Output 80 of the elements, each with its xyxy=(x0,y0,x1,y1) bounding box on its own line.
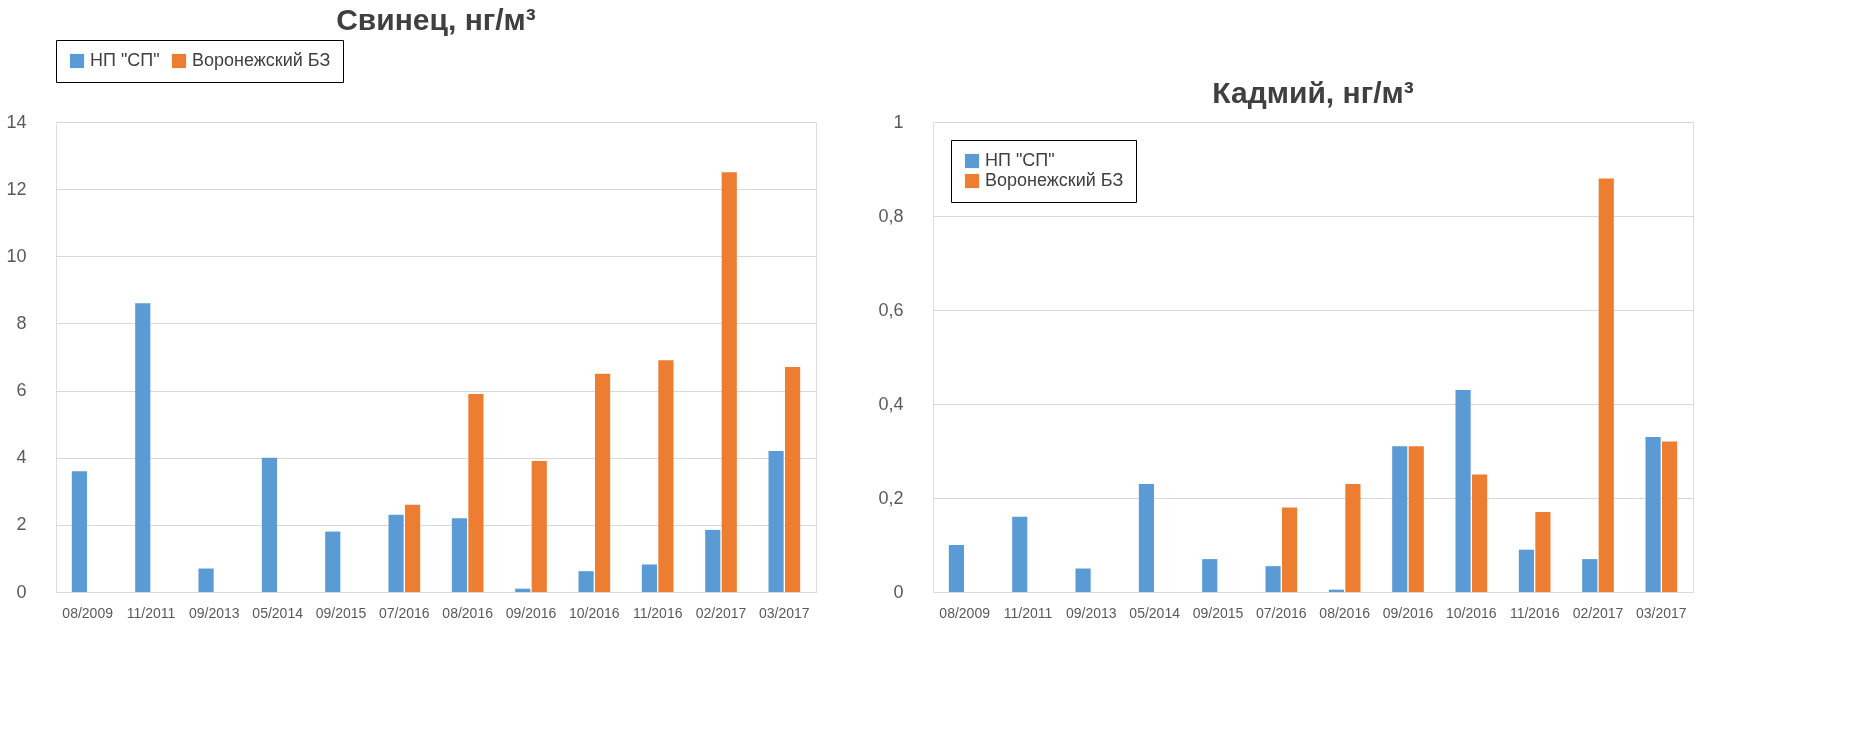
bar xyxy=(705,529,721,592)
x-tick-label: 08/2009 xyxy=(62,604,114,621)
bar xyxy=(451,518,468,592)
y-tick-label: 0,2 xyxy=(878,487,904,508)
bar xyxy=(784,367,801,592)
bar xyxy=(1138,483,1155,592)
bar xyxy=(388,514,404,592)
bar xyxy=(1345,483,1361,592)
x-tick-label: 03/2017 xyxy=(1636,604,1687,621)
x-tick-label: 09/2016 xyxy=(1382,604,1434,621)
bar xyxy=(721,172,737,592)
x-tick-label: 02/2017 xyxy=(695,604,747,621)
x-tick-label: 10/2016 xyxy=(1446,604,1497,621)
bar xyxy=(1202,559,1218,592)
x-tick-label: 08/2009 xyxy=(939,604,991,621)
legend-label: НП "СП" xyxy=(985,150,1055,170)
x-tick-label: 09/2015 xyxy=(1192,604,1244,621)
bar xyxy=(1012,516,1028,592)
bar xyxy=(1265,566,1281,592)
bar xyxy=(1392,446,1408,592)
bar xyxy=(948,545,965,592)
bar xyxy=(1455,389,1471,592)
y-tick-label: 0,8 xyxy=(878,205,904,226)
legend-label: НП "СП" xyxy=(90,50,160,70)
chart-title: Свинец, нг/м³ xyxy=(336,2,536,36)
x-tick-label: 02/2017 xyxy=(1572,604,1624,621)
x-tick-label: 07/2016 xyxy=(1256,604,1307,621)
bar xyxy=(658,360,674,592)
legend-label: Воронежский БЗ xyxy=(192,50,331,70)
x-tick-label: 08/2016 xyxy=(1319,604,1371,621)
bar xyxy=(1518,549,1535,592)
bar xyxy=(1645,436,1661,592)
bar xyxy=(1471,474,1488,592)
x-tick-label: 08/2016 xyxy=(442,604,494,621)
y-tick-label: 12 xyxy=(6,178,27,199)
bar xyxy=(1281,507,1298,592)
x-tick-label: 09/2016 xyxy=(505,604,557,621)
x-tick-label: 11/2011 xyxy=(1003,604,1053,621)
bar xyxy=(531,461,547,592)
bar xyxy=(594,373,611,592)
bar xyxy=(1582,559,1598,592)
x-tick-label: 07/2016 xyxy=(379,604,430,621)
y-tick-label: 1 xyxy=(893,111,904,132)
bar xyxy=(198,568,214,592)
bar xyxy=(578,571,594,592)
x-tick-label: 11/2016 xyxy=(632,604,683,621)
y-tick-label: 8 xyxy=(16,312,27,333)
bar xyxy=(71,471,88,592)
y-tick-label: 0,6 xyxy=(878,299,904,320)
y-tick-label: 0 xyxy=(16,581,27,602)
x-tick-label: 11/2016 xyxy=(1509,604,1560,621)
bar xyxy=(1075,568,1091,592)
x-tick-label: 09/2013 xyxy=(189,604,240,621)
y-tick-label: 10 xyxy=(6,245,27,266)
x-tick-label: 05/2014 xyxy=(1129,604,1181,621)
chart-title: Кадмий, нг/м³ xyxy=(1212,76,1414,109)
bar xyxy=(468,393,484,592)
y-tick-label: 6 xyxy=(16,380,27,401)
bar xyxy=(325,531,341,592)
bar xyxy=(641,564,658,592)
x-tick-label: 03/2017 xyxy=(759,604,810,621)
bar xyxy=(768,451,784,592)
x-tick-label: 10/2016 xyxy=(569,604,620,621)
bar xyxy=(1535,512,1551,592)
legend-label: Воронежский БЗ xyxy=(985,170,1124,190)
bar xyxy=(1408,446,1424,592)
x-tick-label: 09/2013 xyxy=(1066,604,1117,621)
y-tick-label: 4 xyxy=(16,447,27,468)
bar xyxy=(1661,441,1678,592)
x-tick-label: 09/2015 xyxy=(315,604,367,621)
y-tick-label: 14 xyxy=(6,111,27,132)
y-tick-label: 0,4 xyxy=(878,393,904,414)
bar xyxy=(135,303,151,592)
bar xyxy=(404,504,421,592)
y-tick-label: 0 xyxy=(893,581,904,602)
x-tick-label: 05/2014 xyxy=(252,604,304,621)
bar xyxy=(261,457,278,592)
x-tick-label: 11/2011 xyxy=(126,604,176,621)
y-tick-label: 2 xyxy=(16,514,27,535)
bar xyxy=(1598,178,1614,592)
